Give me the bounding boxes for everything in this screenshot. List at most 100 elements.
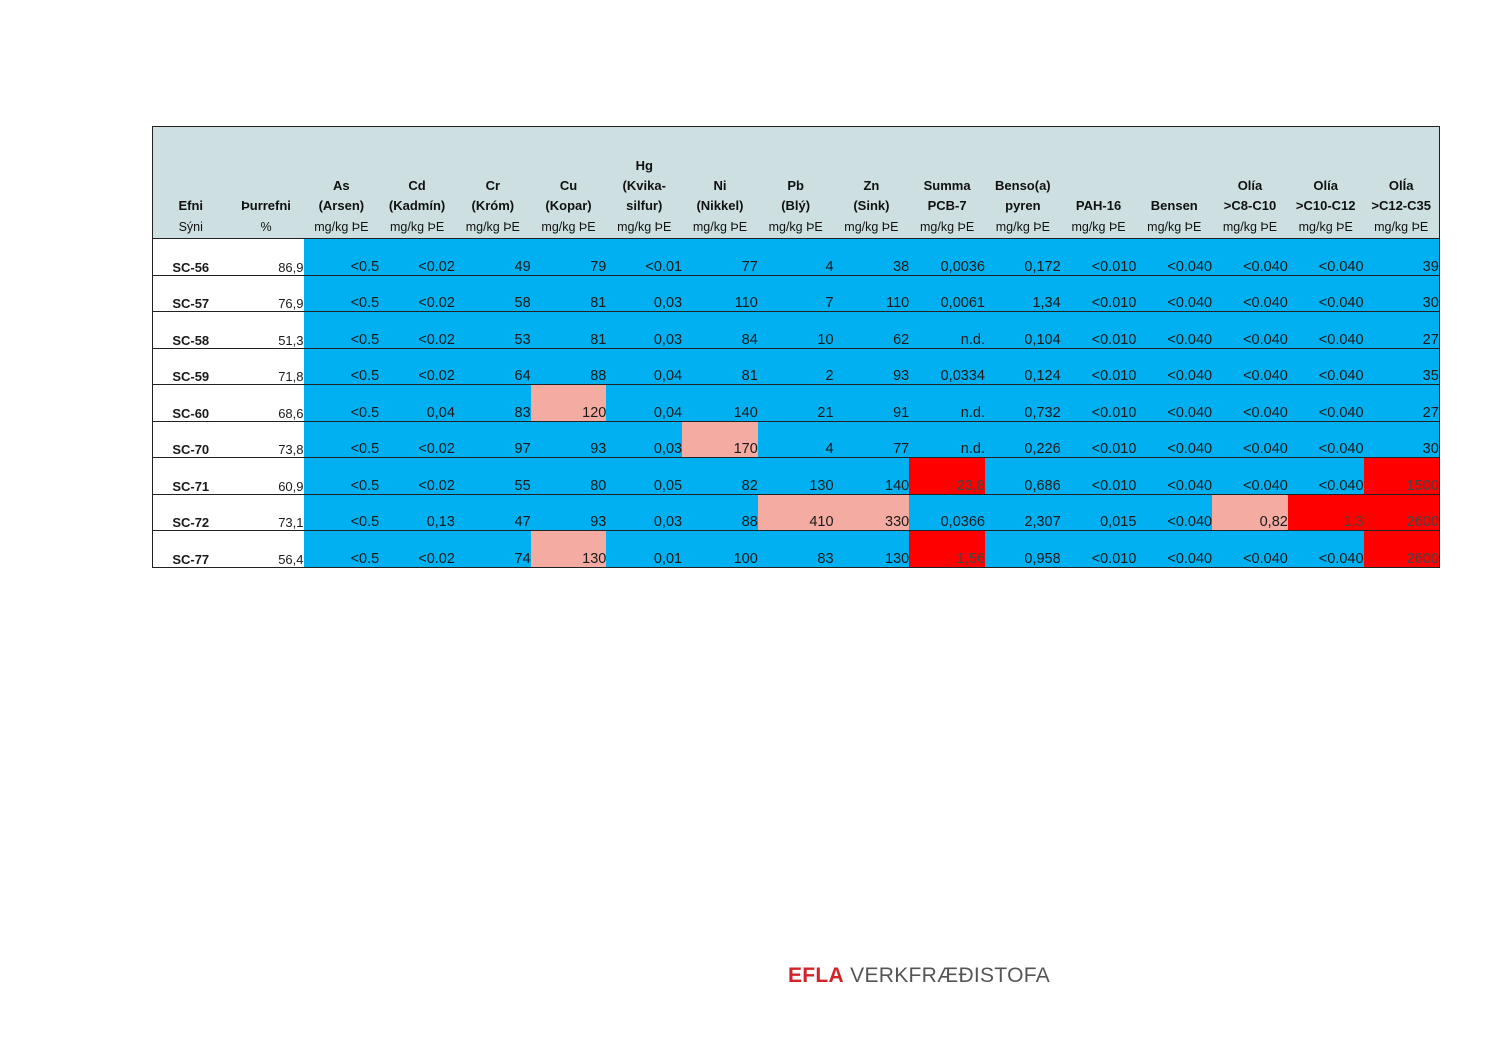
value-cell: 47 <box>454 494 531 531</box>
column-header: Hg (Kvika- silfur) <box>606 126 683 216</box>
value-cell: <0.040 <box>1287 421 1364 458</box>
value-cell: n.d. <box>909 421 985 458</box>
value-cell: <0.5 <box>303 238 380 276</box>
value-cell: <0.040 <box>1136 238 1213 276</box>
value-cell: 81 <box>682 348 758 385</box>
value-cell: 0,03 <box>606 311 683 349</box>
value-cell: <0.040 <box>1212 457 1288 495</box>
value-cell: 0,124 <box>984 348 1061 385</box>
value-cell: 170 <box>682 421 758 458</box>
logo-text: VERKFRÆÐISTOFA <box>850 964 1051 987</box>
column-header: Benso(a) pyren <box>984 126 1061 216</box>
value-cell: 130 <box>833 530 910 568</box>
table-row: SC-58 51,3 <0.5 <0.02 53 81 0,03 84 10 62 n.d. 0,10… <box>152 311 1440 349</box>
value-cell: 0,0334 <box>909 348 985 385</box>
value-cell: 130 <box>757 457 834 495</box>
value-cell: <0.010 <box>1060 421 1137 458</box>
value-cell: 110 <box>682 275 758 312</box>
value-cell: <0.040 <box>1287 530 1364 568</box>
value-cell: 27 <box>1363 311 1440 349</box>
sample-id: SC-56 <box>152 238 229 276</box>
table-row: SC-77 56,4 <0.5 <0.02 74 130 0,01 100 83 130 1,56 0… <box>152 530 1440 568</box>
unit-cell: Sýni <box>152 215 229 239</box>
value-cell: 0,01 <box>606 530 683 568</box>
unit-cell: mg/kg ÞE <box>606 215 683 239</box>
value-cell: 38 <box>833 238 910 276</box>
value-cell: <0.040 <box>1136 348 1213 385</box>
value-cell: 0,015 <box>1060 494 1137 531</box>
value-cell: 0,226 <box>984 421 1061 458</box>
column-header: Cd (Kadmín) <box>379 126 455 216</box>
value-cell: <0.010 <box>1060 530 1137 568</box>
value-cell: 91 <box>833 384 910 422</box>
column-header: Þurrefni <box>228 126 304 216</box>
value-cell: 80 <box>530 457 607 495</box>
value-cell: 93 <box>833 348 910 385</box>
value-cell: 0,13 <box>379 494 455 531</box>
units-row: Sýni% mg/kg ÞE mg/kg ÞE mg/kg ÞE mg/kg ÞE mg/… <box>152 215 1440 239</box>
value-cell: 140 <box>682 384 758 422</box>
table-row: SC-56 86,9 <0.5 <0.02 49 79 <0.01 77 4 38 0,0036 0,… <box>152 238 1440 276</box>
value-cell: <0.5 <box>303 311 380 349</box>
dry-matter-cell: 76,9 <box>228 275 304 312</box>
value-cell: 120 <box>530 384 607 422</box>
value-cell: <0.02 <box>379 275 455 312</box>
dry-matter-cell: 73,8 <box>228 421 304 458</box>
value-cell: 0,03 <box>606 421 683 458</box>
value-cell: <0.040 <box>1212 275 1288 312</box>
table-row: SC-60 68,6 <0.5 0,04 83 120 0,04 140 21 91 n.d. 0,7… <box>152 384 1440 422</box>
value-cell: 1,34 <box>984 275 1061 312</box>
logo-brand: EFLA <box>788 964 845 987</box>
value-cell: <0.040 <box>1287 457 1364 495</box>
unit-cell: mg/kg ÞE <box>1363 215 1440 239</box>
sample-id: SC-72 <box>152 494 229 531</box>
sample-id: SC-58 <box>152 311 229 349</box>
value-cell: <0.040 <box>1287 384 1364 422</box>
column-header: PAH-16 <box>1060 126 1137 216</box>
unit-cell: mg/kg ÞE <box>984 215 1061 239</box>
sample-id: SC-71 <box>152 457 229 495</box>
unit-cell: mg/kg ÞE <box>1060 215 1137 239</box>
value-cell: 84 <box>682 311 758 349</box>
value-cell: 4 <box>757 421 834 458</box>
value-cell: 93 <box>530 421 607 458</box>
value-cell: n.d. <box>909 311 985 349</box>
unit-cell: mg/kg ÞE <box>682 215 758 239</box>
value-cell: 97 <box>454 421 531 458</box>
column-header: Zn (Sink) <box>833 126 910 216</box>
value-cell: <0.5 <box>303 457 380 495</box>
dry-matter-cell: 60,9 <box>228 457 304 495</box>
value-cell: 83 <box>757 530 834 568</box>
dry-matter-cell: 56,4 <box>228 530 304 568</box>
value-cell: 88 <box>682 494 758 531</box>
value-cell: 410 <box>757 494 834 531</box>
value-cell: 0,0061 <box>909 275 985 312</box>
value-cell: 2,307 <box>984 494 1061 531</box>
value-cell: <0.010 <box>1060 238 1137 276</box>
column-header: Efni <box>152 126 229 216</box>
value-cell: 130 <box>530 530 607 568</box>
table-row: SC-71 60,9 <0.5 <0.02 55 80 0,05 82 130 140 23,8 0,… <box>152 457 1440 495</box>
value-cell: 81 <box>530 275 607 312</box>
value-cell: <0.040 <box>1287 275 1364 312</box>
unit-cell: mg/kg ÞE <box>909 215 985 239</box>
dry-matter-cell: 86,9 <box>228 238 304 276</box>
value-cell: <0.010 <box>1060 457 1137 495</box>
value-cell: <0.02 <box>379 348 455 385</box>
value-cell: 0,82 <box>1212 494 1288 531</box>
value-cell: 27 <box>1363 384 1440 422</box>
value-cell: 0,172 <box>984 238 1061 276</box>
value-cell: <0.040 <box>1212 384 1288 422</box>
value-cell: <0.5 <box>303 421 380 458</box>
value-cell: <0.5 <box>303 275 380 312</box>
unit-cell: mg/kg ÞE <box>379 215 455 239</box>
value-cell: 30 <box>1363 275 1440 312</box>
value-cell: 100 <box>682 530 758 568</box>
value-cell: 7 <box>757 275 834 312</box>
value-cell: 82 <box>682 457 758 495</box>
value-cell: 74 <box>454 530 531 568</box>
value-cell: 62 <box>833 311 910 349</box>
unit-cell: mg/kg ÞE <box>1212 215 1288 239</box>
value-cell: 2 <box>757 348 834 385</box>
value-cell: 49 <box>454 238 531 276</box>
